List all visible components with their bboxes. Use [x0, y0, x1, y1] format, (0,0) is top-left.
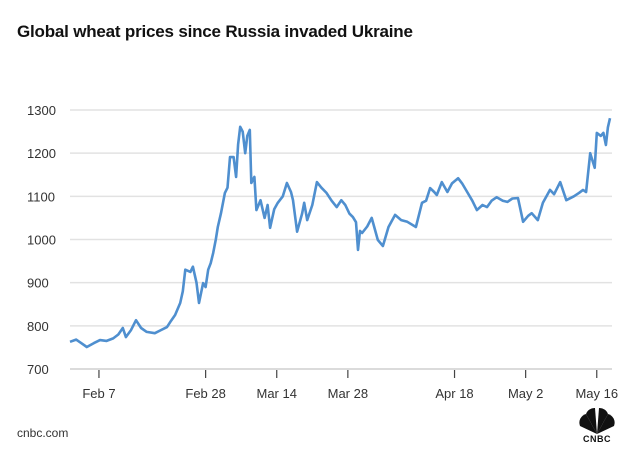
- y-tick-label: 1300: [27, 103, 56, 118]
- series-line-wheat-price: [69, 117, 612, 349]
- y-tick-label: 1200: [27, 146, 56, 161]
- x-axis-ticks: Feb 7 Feb 28 Mar 14 Mar 28 Apr 18 May 2 May 16: [82, 370, 618, 401]
- x-tick-label: May 16: [575, 386, 618, 401]
- x-tick-label: Mar 28: [328, 386, 368, 401]
- x-tick-label: May 2: [508, 386, 543, 401]
- y-tick-label: 800: [27, 319, 49, 334]
- x-tick-label: Feb 28: [185, 386, 225, 401]
- logo-text: CNBC: [583, 434, 611, 444]
- y-tick-label: 1000: [27, 233, 56, 248]
- x-tick-label: Feb 7: [82, 386, 115, 401]
- y-axis-labels: 700 800 900 1000 1100 1200 1300: [27, 103, 56, 377]
- gridlines: [70, 109, 612, 370]
- y-tick-label: 700: [27, 362, 49, 377]
- x-tick-label: Mar 14: [257, 386, 297, 401]
- x-tick-label: Apr 18: [435, 386, 473, 401]
- chart-title: Global wheat prices since Russia invaded…: [17, 22, 413, 41]
- y-tick-label: 1100: [27, 189, 55, 204]
- source-label: cnbc.com: [17, 426, 69, 440]
- y-tick-label: 900: [27, 276, 49, 291]
- cnbc-logo: CNBC: [572, 404, 622, 444]
- peacock-icon: [579, 407, 615, 434]
